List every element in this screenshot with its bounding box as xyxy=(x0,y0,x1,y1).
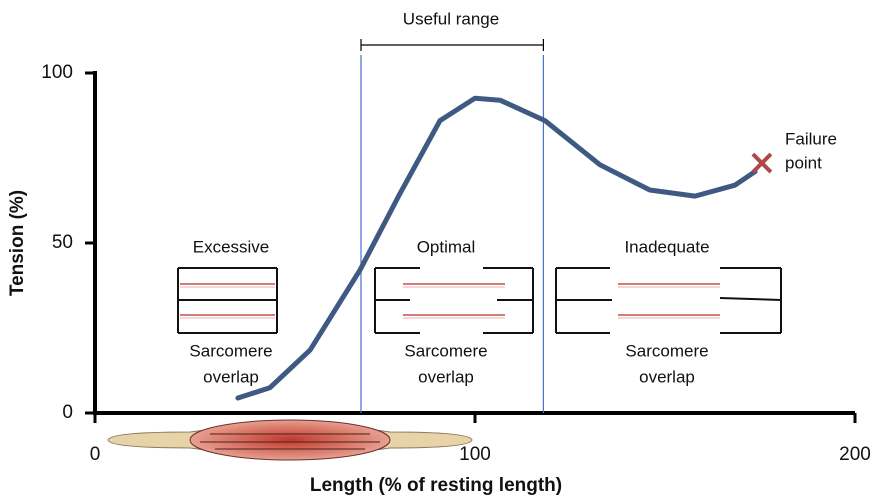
y-tick-label: 50 xyxy=(52,232,73,253)
panel-title: Excessive xyxy=(193,237,270,256)
panel-caption: overlap xyxy=(418,367,474,386)
panel-title: Optimal xyxy=(417,237,476,256)
panel-caption: Sarcomere xyxy=(189,341,272,360)
panel-title: Inadequate xyxy=(624,237,709,256)
x-tick-label: 100 xyxy=(459,444,491,465)
curve xyxy=(235,95,758,401)
sarcomere-optimal xyxy=(374,267,534,334)
y-axis-title: Tension (%) xyxy=(7,190,28,296)
y-tick-label: 100 xyxy=(41,62,73,83)
x-tick-label: 200 xyxy=(839,444,871,465)
y-tick-label: 0 xyxy=(62,402,73,423)
failure-label: point xyxy=(785,153,822,172)
x-tick-label: 0 xyxy=(90,444,101,465)
x-axis-title: Length (% of resting length) xyxy=(310,475,562,496)
sarcomere-inadequate xyxy=(555,267,782,334)
sarcomere-excessive xyxy=(177,267,278,334)
muscle-illustration xyxy=(107,419,473,461)
failure-marker xyxy=(751,152,773,174)
panel-caption: overlap xyxy=(203,367,259,386)
panel-caption: overlap xyxy=(639,367,695,386)
useful-range-label: Useful range xyxy=(403,9,499,28)
failure-label: Failure xyxy=(785,129,837,148)
panel-caption: Sarcomere xyxy=(625,341,708,360)
panel-caption: Sarcomere xyxy=(404,341,487,360)
